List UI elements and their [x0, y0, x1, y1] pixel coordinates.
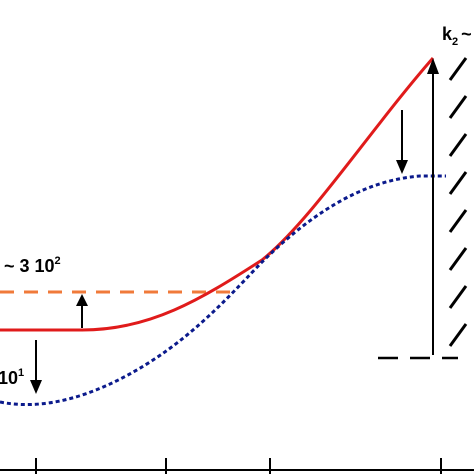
- left-downward-arrow-head: [30, 380, 42, 394]
- bottom-axis-ticks: [35, 458, 442, 474]
- dotted-blue-curve: [0, 174, 446, 407]
- tall-upward-arrow-head: [427, 58, 439, 74]
- hatched-wall: [448, 57, 468, 347]
- solid-red-curve: [0, 57, 435, 332]
- left-upward-arrow-head: [76, 294, 88, 306]
- right-downward-arrow-head: [396, 160, 408, 174]
- upper-level-label: ~ 3 102: [4, 255, 61, 276]
- lower-level-label: 101: [0, 367, 24, 388]
- k2-label: k2 ~: [442, 24, 472, 48]
